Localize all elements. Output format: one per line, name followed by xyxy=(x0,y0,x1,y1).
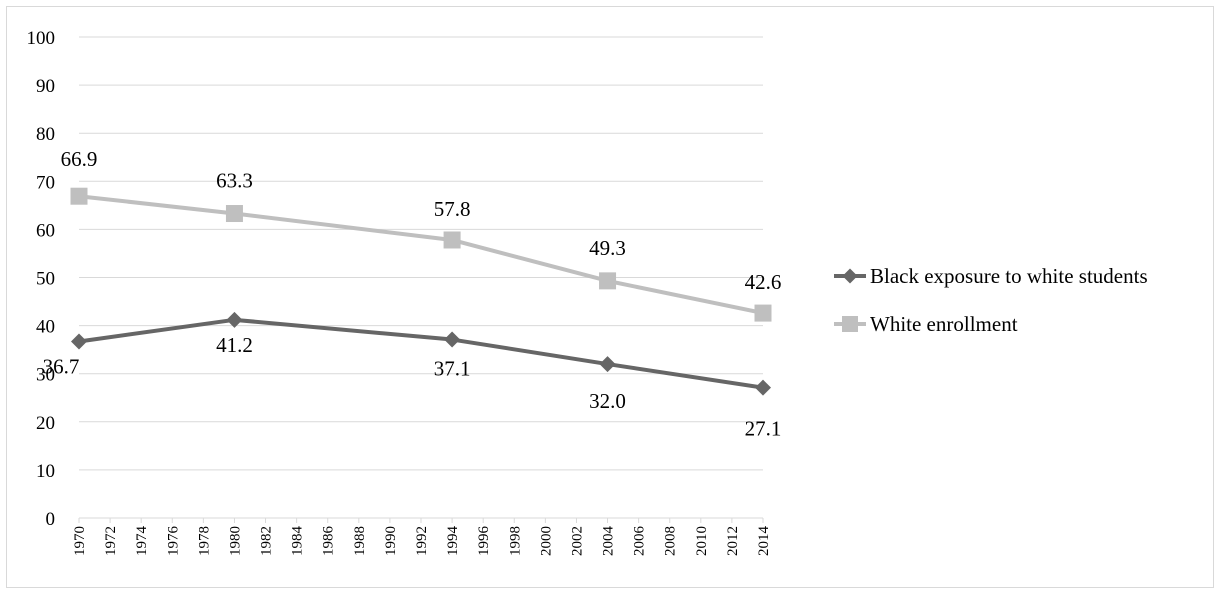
x-tick-label: 1974 xyxy=(134,526,150,557)
data-label: 42.6 xyxy=(745,270,782,294)
x-tick-label: 1976 xyxy=(165,526,181,557)
y-tick-label: 90 xyxy=(36,76,55,97)
x-tick-label: 2014 xyxy=(756,526,772,557)
x-tick-label: 1988 xyxy=(352,526,368,556)
data-point-diamond xyxy=(71,333,87,350)
y-tick-label: 50 xyxy=(36,269,55,290)
x-tick-label: 2002 xyxy=(569,526,585,556)
chart-frame xyxy=(6,6,1214,588)
data-label: 41.2 xyxy=(216,333,253,357)
data-point-diamond xyxy=(755,379,771,396)
y-tick-label: 40 xyxy=(36,317,55,338)
data-label: 32.0 xyxy=(589,389,626,413)
x-tick-label: 1972 xyxy=(103,526,119,556)
x-tick-label: 2010 xyxy=(694,526,710,556)
data-point-square xyxy=(599,272,617,290)
data-label: 27.1 xyxy=(745,417,782,441)
y-tick-label: 20 xyxy=(36,413,55,434)
x-tick-label: 1978 xyxy=(196,526,212,556)
y-tick-label: 10 xyxy=(36,461,55,482)
series-line-white-enrollment xyxy=(78,194,764,316)
y-tick-label: 0 xyxy=(46,509,56,530)
x-tick-label: 2000 xyxy=(538,526,554,556)
x-tick-label: 2012 xyxy=(725,526,741,556)
data-label: 49.3 xyxy=(589,236,626,260)
x-tick-label: 1980 xyxy=(227,526,243,556)
legend-label: White enrollment xyxy=(870,312,1018,336)
data-label: 37.1 xyxy=(434,357,471,381)
x-tick-label: 1990 xyxy=(383,526,399,556)
x-tick-label: 2004 xyxy=(601,526,617,557)
data-label: 57.8 xyxy=(434,197,471,221)
y-tick-label: 70 xyxy=(36,172,55,193)
x-tick-label: 1982 xyxy=(259,526,275,556)
x-tick-label: 1986 xyxy=(321,526,337,557)
data-point-diamond xyxy=(444,331,461,348)
y-tick-label: 80 xyxy=(36,124,55,145)
data-point-diamond xyxy=(599,356,616,373)
x-tick-label: 1992 xyxy=(414,526,430,556)
data-label: 36.7 xyxy=(43,354,80,378)
data-label: 66.9 xyxy=(61,147,98,171)
x-tick-label: 1970 xyxy=(72,526,88,556)
legend-marker-diamond xyxy=(842,268,858,284)
y-tick-label: 30 xyxy=(36,365,55,386)
x-tick-label: 2008 xyxy=(663,526,679,556)
x-tick-label: 1998 xyxy=(507,526,523,556)
y-tick-label: 100 xyxy=(27,28,56,49)
series-line-black-exposure xyxy=(78,317,764,390)
y-tick-label: 60 xyxy=(36,220,55,241)
legend-marker-square xyxy=(842,316,858,332)
data-point-square xyxy=(70,187,88,205)
data-point-square xyxy=(225,205,243,223)
x-tick-label: 1984 xyxy=(290,526,306,557)
x-tick-label: 2006 xyxy=(632,526,648,557)
x-tick-label: 1996 xyxy=(476,526,492,557)
data-point-square xyxy=(443,231,461,249)
data-point-square xyxy=(754,304,772,322)
x-tick-label: 1994 xyxy=(445,526,461,557)
data-label: 63.3 xyxy=(216,169,253,193)
data-point-diamond xyxy=(226,311,243,328)
legend-label: Black exposure to white students xyxy=(870,264,1148,288)
